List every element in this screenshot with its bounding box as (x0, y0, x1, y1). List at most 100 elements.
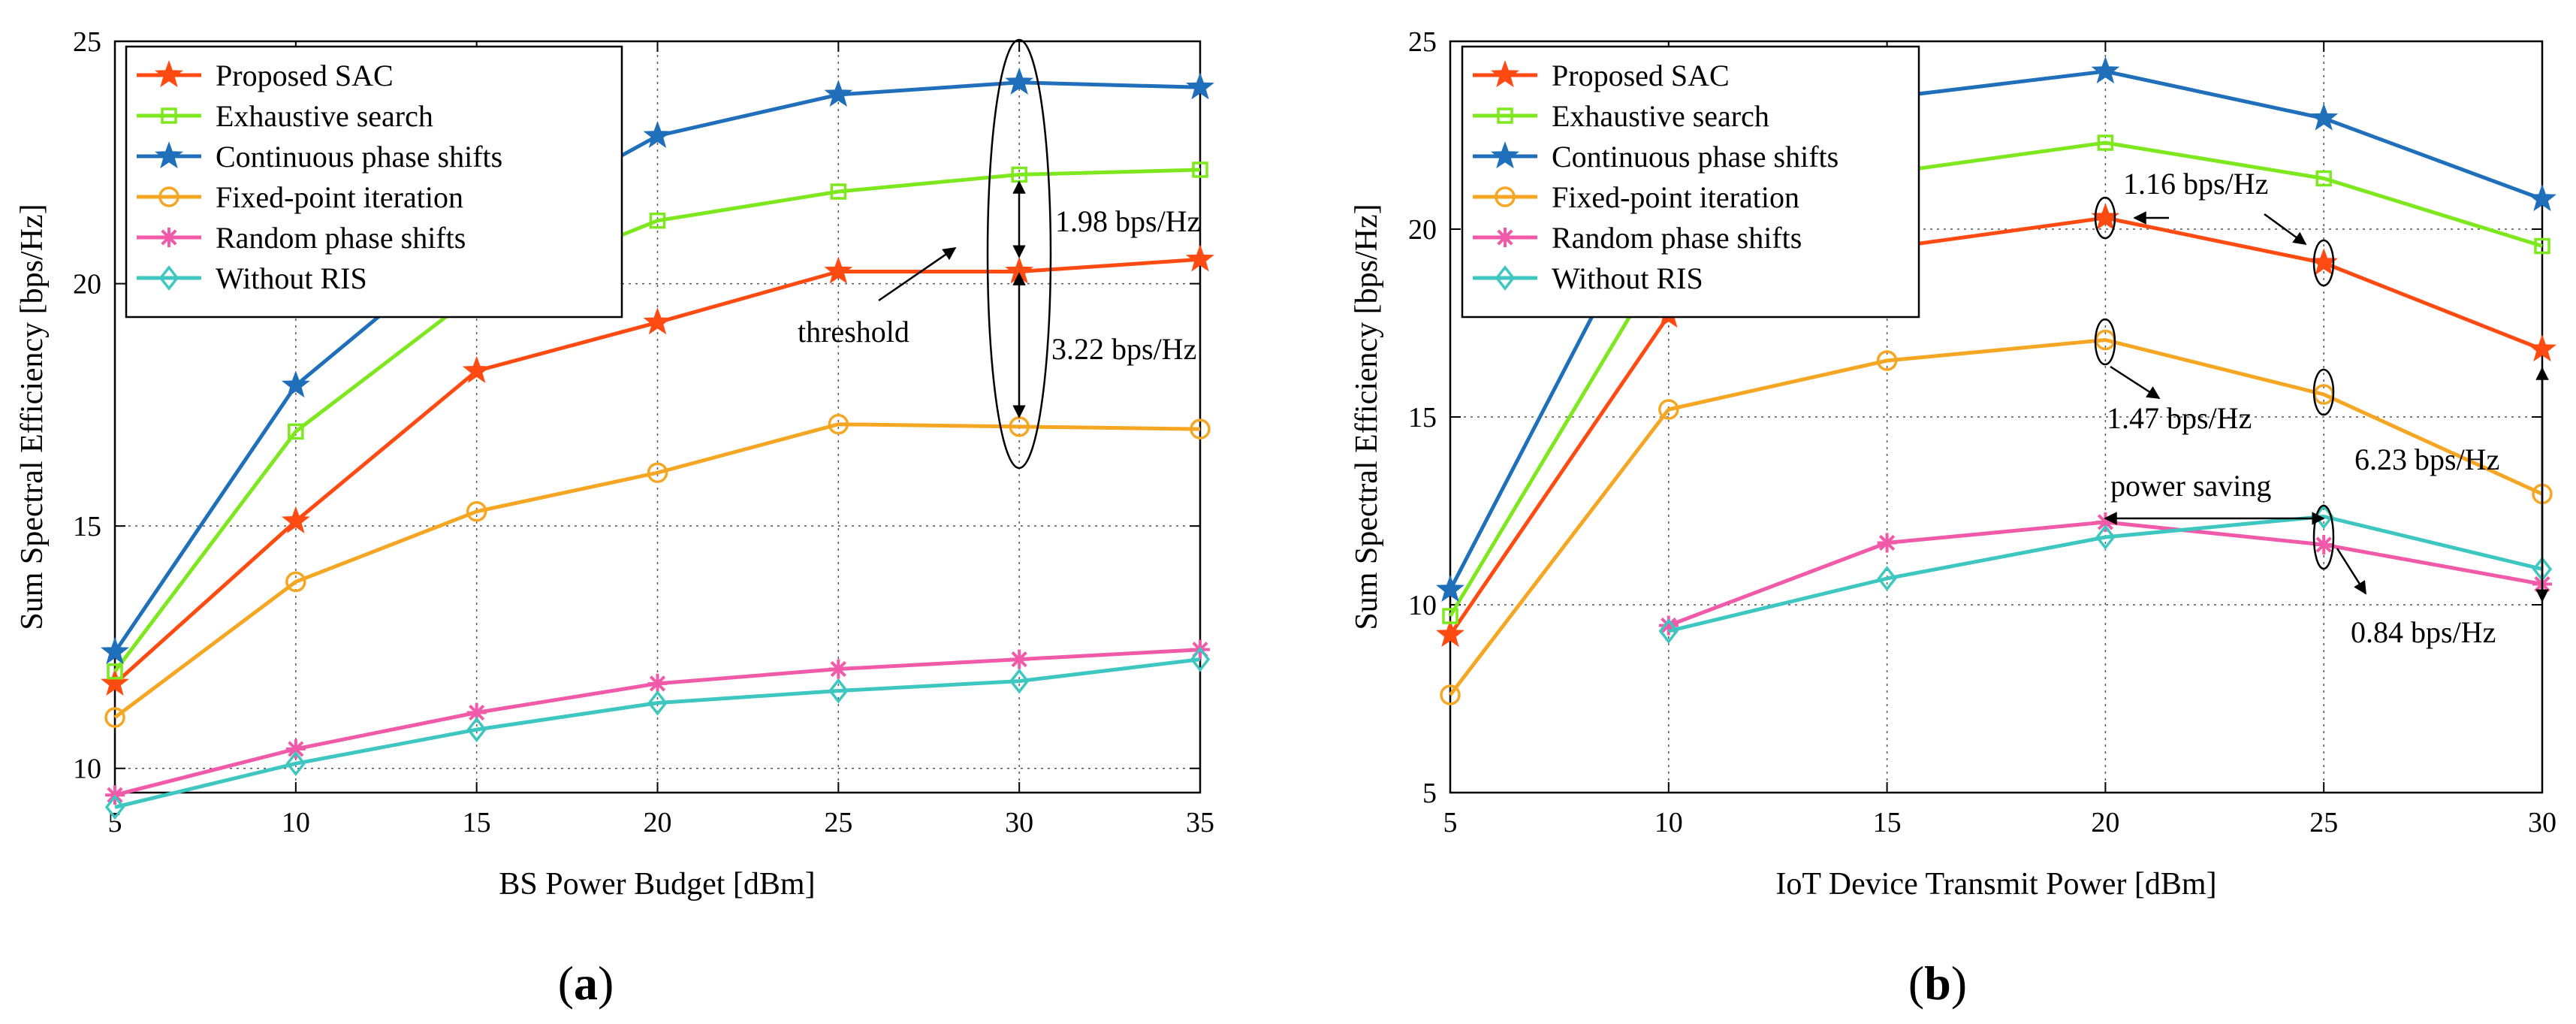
data-point-proposed-sac (462, 355, 491, 383)
data-point-exhaustive-search (649, 212, 666, 229)
legend-label: Continuous phase shifts (1552, 140, 1838, 174)
data-point-exhaustive-search (2315, 170, 2332, 187)
annotation-threshold: threshold (798, 315, 909, 349)
x-tick-label: 5 (1443, 807, 1458, 838)
legend-box (125, 45, 623, 319)
data-point-random-phase-shifts (285, 739, 306, 759)
data-point-proposed-sac (101, 668, 129, 696)
data-point-proposed-sac (281, 506, 310, 533)
data-point-random-phase-shifts (828, 659, 849, 679)
panel-label-letter: b (1924, 956, 1951, 1010)
series-line-fixed-point-iteration (1449, 338, 2544, 696)
data-point-without-ris (1009, 668, 1030, 694)
data-point-continuous-phase-shifts (101, 636, 129, 665)
data-point-exhaustive-search (288, 423, 304, 440)
x-tick-label: 20 (644, 807, 672, 838)
data-point-continuous-phase-shifts (2309, 103, 2339, 131)
x-tick-label: 15 (1873, 807, 1902, 838)
data-point-continuous-phase-shifts (2528, 184, 2556, 212)
legend-label: Random phase shifts (1552, 221, 1802, 255)
annotation-1-16: 1.16 bps/Hz (2123, 167, 2268, 201)
data-point-fixed-point-iteration (1190, 418, 1211, 440)
data-point-without-ris (828, 678, 849, 704)
x-tick-label: 35 (1186, 807, 1214, 838)
data-point-exhaustive-search (1442, 608, 1458, 624)
y-tick-label: 10 (73, 754, 101, 785)
data-point-continuous-phase-shifts (1005, 67, 1034, 95)
annotation-ellipse (986, 38, 1052, 470)
legend-entries: Proposed SAC Exhaustive search Continuous … (137, 59, 502, 295)
data-point-exhaustive-search (1192, 162, 1208, 178)
legend: Proposed SAC Exhaustive search Continuous … (1461, 45, 1920, 319)
series-line-without-ris (1668, 515, 2543, 633)
x-axis-label: BS Power Budget [dBm] (499, 867, 815, 902)
chart-panel-b: 5 10 15 20 25 30 5 10 15 20 25 1.16 bps/Hz 1.47 bp… (1350, 26, 2556, 1010)
panel-label-b: (b) (1908, 956, 1967, 1010)
grid-lines (115, 41, 1200, 793)
data-point-fixed-point-iteration (285, 571, 306, 593)
data-point-fixed-point-iteration (1440, 684, 1461, 705)
legend-label: Fixed-point iteration (216, 180, 463, 214)
x-tick-label: 30 (1005, 807, 1033, 838)
arrow-1-16-right (2264, 213, 2307, 246)
x-axis-label: IoT Device Transmit Power [dBm] (1775, 867, 2216, 902)
legend-label: Random phase shifts (216, 221, 466, 255)
panel-label-close: ) (1951, 956, 1967, 1010)
legend-label: Without RIS (1552, 261, 1703, 295)
data-point-fixed-point-iteration (1658, 399, 1679, 420)
legend-entry-proposed-sac: Proposed SAC (137, 59, 394, 92)
arrow-0-84 (2336, 548, 2367, 595)
legend-marker (1491, 141, 1519, 169)
legend-marker (1491, 60, 1519, 88)
legend-label: Proposed SAC (1552, 59, 1730, 92)
y-tick-label: 25 (73, 26, 101, 58)
data-point-fixed-point-iteration (647, 462, 668, 483)
data-point-exhaustive-search (2097, 134, 2114, 151)
data-point-random-phase-shifts (2095, 512, 2116, 532)
annotation-1-98: 1.98 bps/Hz (1055, 204, 1200, 238)
x-tick-label: 25 (824, 807, 852, 838)
legend-marker (1495, 265, 1516, 291)
data-point-without-ris (647, 690, 668, 716)
legend-entry-without-ris: Without RIS (137, 261, 367, 295)
legend-entry-exhaustive-search: Exhaustive search (137, 99, 433, 133)
legend-entry-fixed-point-iteration: Fixed-point iteration (137, 180, 463, 214)
data-point-without-ris (2095, 524, 2116, 550)
y-tick-label: 15 (1408, 402, 1437, 433)
legend-label: Continuous phase shifts (216, 140, 502, 174)
legend-label: Fixed-point iteration (1552, 180, 1799, 214)
legend-label: Proposed SAC (216, 59, 394, 92)
legend-marker (158, 265, 179, 291)
data-point-proposed-sac (2528, 334, 2556, 362)
legend-marker (158, 186, 179, 207)
annotation-1-47: 1.47 bps/Hz (2107, 401, 2252, 435)
panel-label-letter: a (574, 956, 598, 1010)
data-point-without-ris (285, 751, 306, 777)
data-point-proposed-sac (1186, 244, 1214, 272)
data-point-continuous-phase-shifts (2091, 56, 2120, 84)
data-point-exhaustive-search (2534, 237, 2550, 255)
annotation-ellipse (2094, 318, 2116, 366)
data-point-continuous-phase-shifts (1436, 575, 1464, 603)
data-point-without-ris (1190, 646, 1211, 672)
data-point-fixed-point-iteration (828, 413, 849, 435)
x-tick-label: 10 (282, 807, 310, 838)
x-tick-label: 15 (463, 807, 491, 838)
data-point-random-phase-shifts (1877, 533, 1897, 553)
data-point-random-phase-shifts (1009, 649, 1030, 669)
annotation-3-22: 3.22 bps/Hz (1051, 332, 1196, 366)
annotation-power-saving: power saving (2110, 469, 2271, 503)
legend-entry-continuous-phase-shifts: Continuous phase shifts (137, 140, 502, 174)
panel-label-a: (a) (558, 956, 614, 1010)
data-point-proposed-sac (824, 256, 853, 284)
data-point-without-ris (1658, 618, 1679, 644)
legend-entry-without-ris: Without RIS (1473, 261, 1703, 295)
panel-label-open: ( (1908, 956, 1924, 1010)
y-tick-label: 20 (1408, 214, 1437, 246)
x-tick-label: 25 (2309, 807, 2338, 838)
axis-ticks: 5 10 15 20 25 30 5 10 15 20 25 (1408, 26, 2556, 838)
data-point-without-ris (1877, 566, 1897, 591)
data-point-random-phase-shifts (2314, 535, 2334, 554)
y-tick-label: 10 (1408, 590, 1437, 621)
series-line-fixed-point-iteration (113, 422, 1201, 720)
